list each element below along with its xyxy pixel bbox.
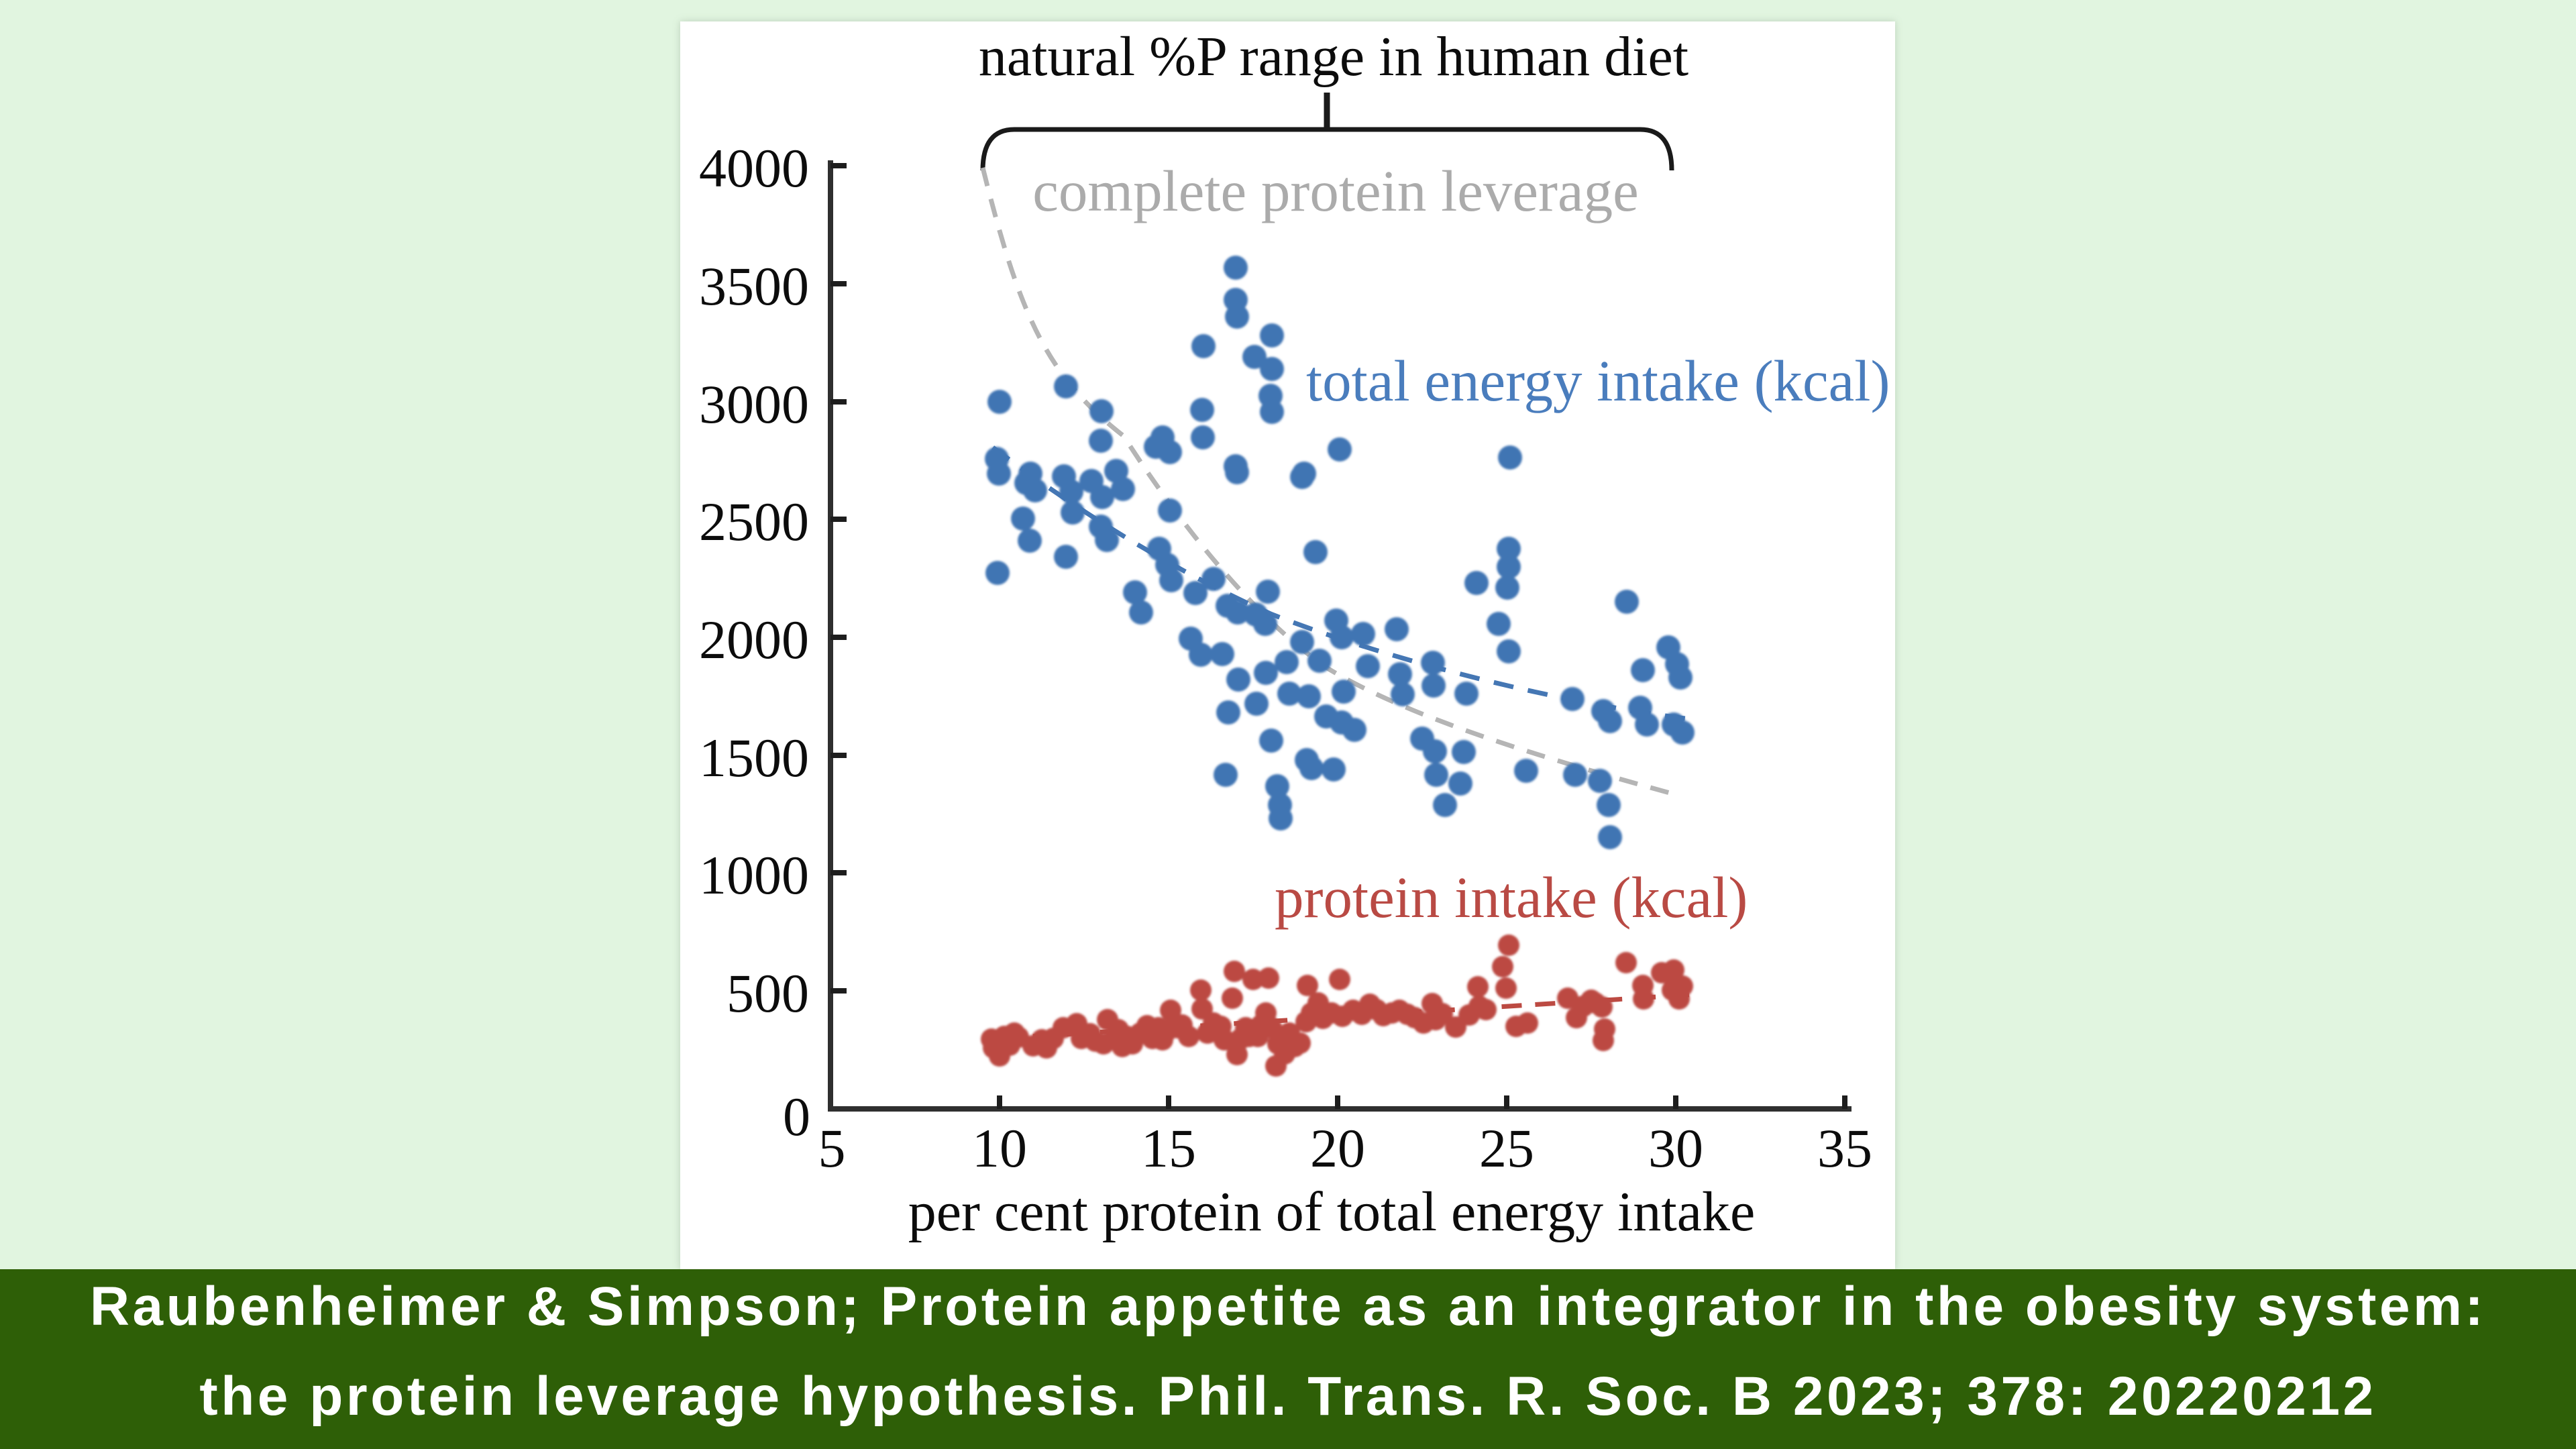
svg-text:3000: 3000 bbox=[699, 374, 809, 435]
svg-text:per cent protein of total ener: per cent protein of total energy intake bbox=[908, 1181, 1756, 1243]
svg-text:25: 25 bbox=[1479, 1118, 1534, 1179]
svg-text:1500: 1500 bbox=[699, 727, 809, 788]
svg-text:2000: 2000 bbox=[699, 609, 809, 670]
svg-text:35: 35 bbox=[1817, 1118, 1872, 1179]
svg-text:15: 15 bbox=[1141, 1118, 1196, 1179]
svg-text:2500: 2500 bbox=[699, 491, 809, 552]
svg-text:total energy intake (kcal): total energy intake (kcal) bbox=[1306, 348, 1890, 413]
svg-text:20: 20 bbox=[1310, 1118, 1365, 1179]
svg-text:complete protein leverage: complete protein leverage bbox=[1032, 158, 1638, 223]
svg-text:1000: 1000 bbox=[699, 845, 809, 906]
svg-text:30: 30 bbox=[1648, 1118, 1703, 1179]
svg-text:5: 5 bbox=[818, 1118, 846, 1179]
svg-text:3500: 3500 bbox=[699, 256, 809, 317]
svg-text:natural %P range in human diet: natural %P range in human diet bbox=[979, 25, 1688, 88]
svg-text:500: 500 bbox=[727, 963, 809, 1024]
svg-text:4000: 4000 bbox=[699, 138, 809, 199]
svg-text:protein intake (kcal): protein intake (kcal) bbox=[1275, 865, 1748, 930]
svg-text:10: 10 bbox=[972, 1118, 1027, 1179]
svg-text:0: 0 bbox=[783, 1086, 810, 1147]
